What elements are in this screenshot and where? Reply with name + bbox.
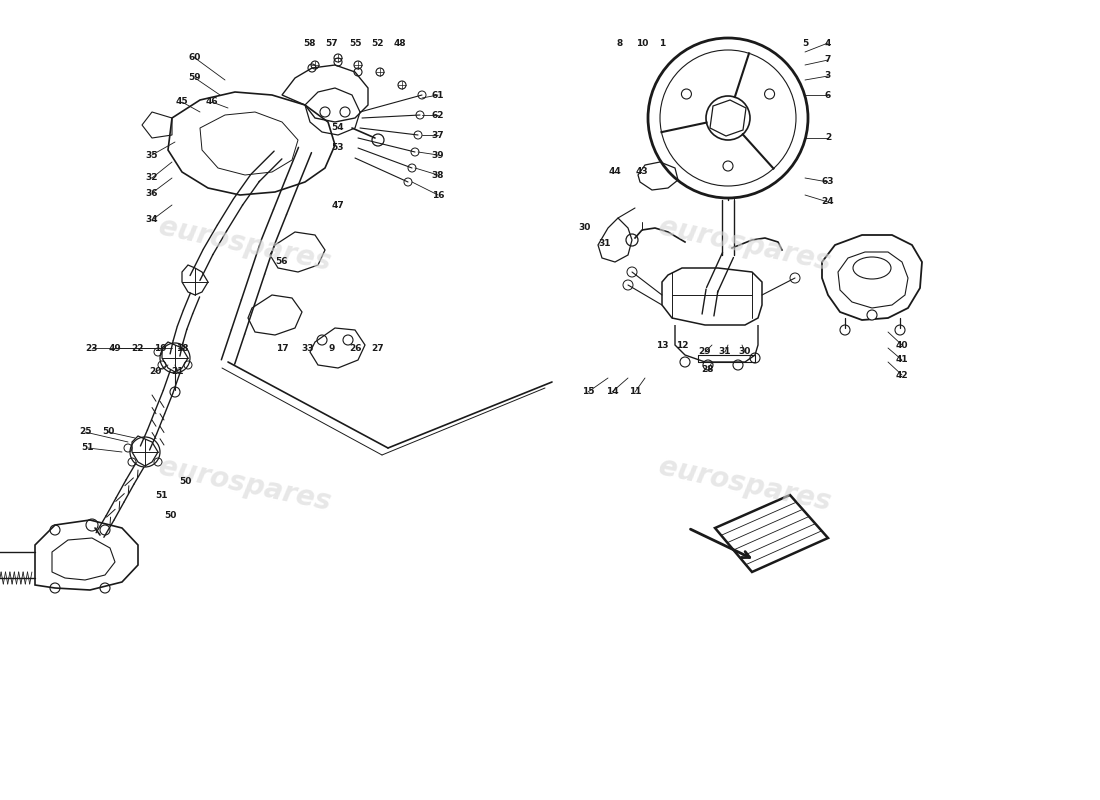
Text: 63: 63 <box>822 178 834 186</box>
Text: 25: 25 <box>79 427 91 437</box>
Circle shape <box>340 107 350 117</box>
Text: 31: 31 <box>598 238 612 247</box>
Text: 39: 39 <box>431 150 444 159</box>
Text: 5: 5 <box>802 38 808 47</box>
Text: 31: 31 <box>718 347 732 357</box>
Text: 51: 51 <box>81 443 95 453</box>
Text: 30: 30 <box>579 223 591 233</box>
Text: 27: 27 <box>372 343 384 353</box>
Text: 34: 34 <box>145 215 158 225</box>
Text: 40: 40 <box>895 341 909 350</box>
Text: 28: 28 <box>702 366 714 374</box>
Circle shape <box>867 310 877 320</box>
Text: 52: 52 <box>372 38 384 47</box>
Text: 58: 58 <box>304 38 317 47</box>
Text: 44: 44 <box>608 167 622 177</box>
Text: 8: 8 <box>617 38 623 47</box>
Text: 19: 19 <box>154 343 166 353</box>
Text: 49: 49 <box>109 343 121 353</box>
Text: 9: 9 <box>329 343 336 353</box>
Text: 12: 12 <box>675 341 689 350</box>
Text: 46: 46 <box>206 98 218 106</box>
Circle shape <box>764 89 774 99</box>
Text: eurospares: eurospares <box>657 213 834 277</box>
Text: 3: 3 <box>825 71 832 81</box>
Circle shape <box>320 107 330 117</box>
Text: 36: 36 <box>145 189 158 198</box>
Text: 15: 15 <box>582 387 594 397</box>
Text: 48: 48 <box>394 38 406 47</box>
Text: 41: 41 <box>895 355 909 365</box>
Text: 55: 55 <box>349 38 361 47</box>
Text: 59: 59 <box>189 74 201 82</box>
Text: 57: 57 <box>326 38 339 47</box>
Text: 42: 42 <box>895 370 909 379</box>
Text: 13: 13 <box>656 341 669 350</box>
Text: 30: 30 <box>739 347 751 357</box>
Text: 18: 18 <box>176 343 188 353</box>
Text: 26: 26 <box>349 343 361 353</box>
Text: 37: 37 <box>431 130 444 139</box>
Text: 50: 50 <box>164 510 176 519</box>
Text: 56: 56 <box>276 258 288 266</box>
Text: 38: 38 <box>431 170 444 179</box>
Text: 17: 17 <box>276 343 288 353</box>
Text: 54: 54 <box>332 123 344 133</box>
Text: 20: 20 <box>148 367 162 377</box>
Text: 29: 29 <box>698 347 712 357</box>
Circle shape <box>681 89 692 99</box>
Text: 50: 50 <box>102 427 114 437</box>
Text: 47: 47 <box>331 201 344 210</box>
Text: 7: 7 <box>825 55 832 65</box>
Text: 60: 60 <box>189 54 201 62</box>
Text: 23: 23 <box>86 343 98 353</box>
Text: 16: 16 <box>431 190 444 199</box>
Text: eurospares: eurospares <box>156 213 333 277</box>
Text: 45: 45 <box>176 98 188 106</box>
Text: 11: 11 <box>629 387 641 397</box>
Circle shape <box>723 161 733 171</box>
Text: eurospares: eurospares <box>657 453 834 517</box>
Text: 33: 33 <box>301 343 315 353</box>
Text: 53: 53 <box>332 143 344 153</box>
Text: 51: 51 <box>156 490 168 499</box>
Text: 14: 14 <box>606 387 618 397</box>
Text: 24: 24 <box>822 198 834 206</box>
Text: 22: 22 <box>132 343 144 353</box>
Text: eurospares: eurospares <box>156 453 333 517</box>
Text: 10: 10 <box>636 38 648 47</box>
Text: 62: 62 <box>431 110 444 119</box>
Text: 61: 61 <box>431 90 444 99</box>
Text: 21: 21 <box>172 367 185 377</box>
Text: 4: 4 <box>825 38 832 47</box>
Text: 32: 32 <box>145 174 158 182</box>
Text: 2: 2 <box>825 134 832 142</box>
Text: 50: 50 <box>179 478 191 486</box>
Text: 6: 6 <box>825 90 832 99</box>
Text: 35: 35 <box>145 150 158 159</box>
Text: 1: 1 <box>659 38 666 47</box>
Text: 43: 43 <box>636 167 648 177</box>
